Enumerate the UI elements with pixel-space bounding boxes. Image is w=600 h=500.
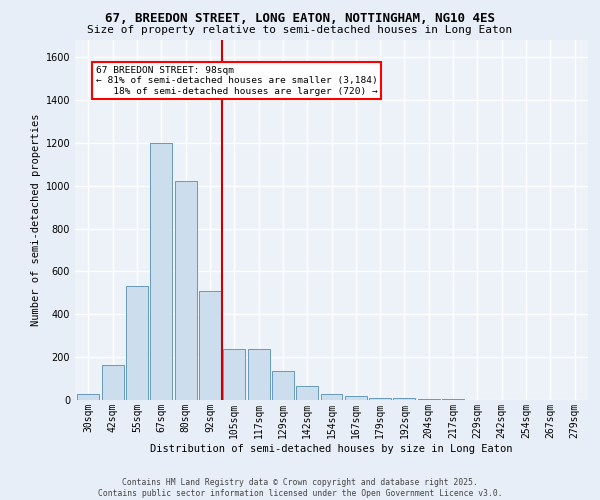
Text: 67 BREEDON STREET: 98sqm
← 81% of semi-detached houses are smaller (3,184)
   18: 67 BREEDON STREET: 98sqm ← 81% of semi-d… <box>95 66 377 96</box>
Bar <box>102 364 124 400</box>
Bar <box>77 394 100 400</box>
Bar <box>394 398 415 400</box>
Bar <box>175 182 197 400</box>
Bar <box>126 286 148 400</box>
Bar <box>248 348 269 400</box>
Bar <box>345 396 367 400</box>
Bar <box>418 399 440 400</box>
Bar <box>151 143 172 400</box>
Text: 67, BREEDON STREET, LONG EATON, NOTTINGHAM, NG10 4ES: 67, BREEDON STREET, LONG EATON, NOTTINGH… <box>105 12 495 26</box>
Text: Size of property relative to semi-detached houses in Long Eaton: Size of property relative to semi-detach… <box>88 25 512 35</box>
Bar <box>199 290 221 400</box>
Bar <box>369 398 391 400</box>
Text: Contains HM Land Registry data © Crown copyright and database right 2025.
Contai: Contains HM Land Registry data © Crown c… <box>98 478 502 498</box>
Bar <box>223 348 245 400</box>
Bar <box>272 371 294 400</box>
Y-axis label: Number of semi-detached properties: Number of semi-detached properties <box>31 114 41 326</box>
X-axis label: Distribution of semi-detached houses by size in Long Eaton: Distribution of semi-detached houses by … <box>150 444 513 454</box>
Bar <box>320 394 343 400</box>
Bar <box>296 386 318 400</box>
